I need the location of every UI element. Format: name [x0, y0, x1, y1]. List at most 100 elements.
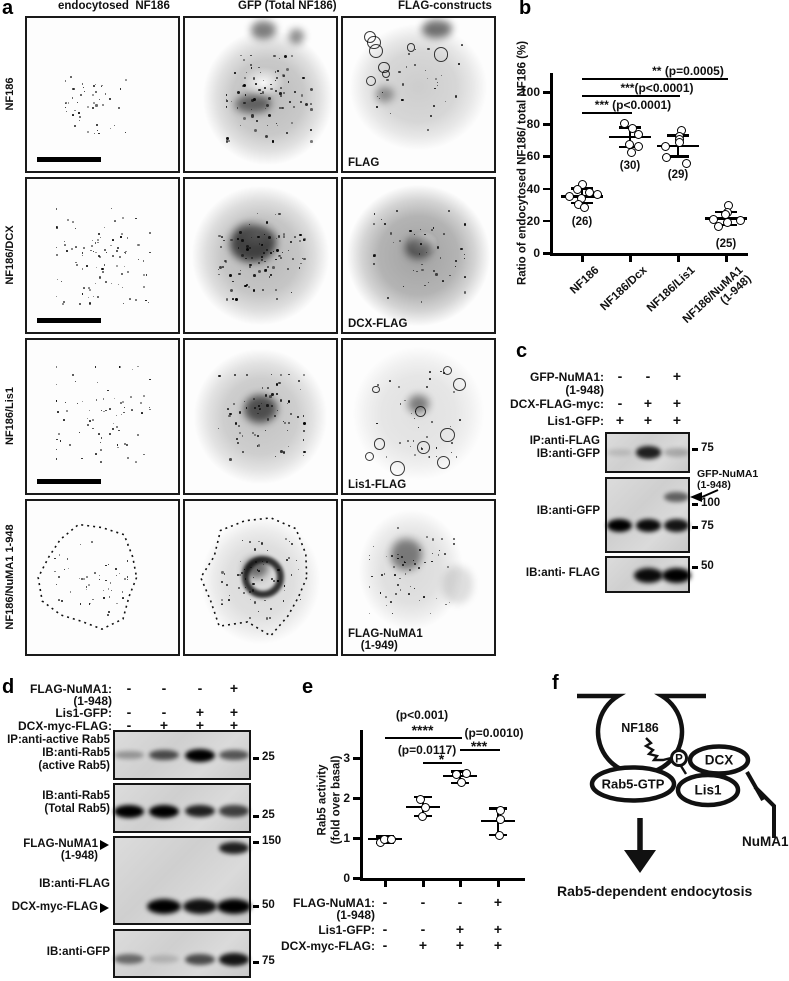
puncta: [286, 559, 289, 562]
data-point: [713, 222, 723, 232]
condition-value: +: [159, 717, 169, 733]
puncta: [252, 432, 255, 435]
puncta: [55, 366, 58, 368]
puncta: [289, 100, 292, 103]
puncta: [238, 586, 241, 589]
puncta: [79, 94, 82, 97]
condition-value: +: [195, 717, 205, 733]
puncta: [109, 432, 112, 435]
data-point: [494, 830, 504, 840]
puncta: [55, 401, 57, 403]
condition-value: +: [672, 395, 682, 411]
puncta: [291, 291, 293, 294]
mw-marker-tick: [692, 526, 698, 530]
puncta: [418, 599, 420, 601]
puncta: [424, 284, 426, 286]
puncta: [428, 377, 431, 380]
puncta: [121, 233, 123, 235]
puncta: [377, 383, 380, 386]
puncta: [97, 238, 100, 241]
puncta: [368, 586, 371, 588]
condition-value: -: [420, 894, 426, 910]
puncta: [258, 570, 261, 572]
condition-value: +: [672, 368, 682, 384]
puncta: [449, 274, 452, 277]
data-point: [564, 191, 574, 201]
puncta: [408, 53, 411, 56]
puncta: [80, 603, 82, 605]
puncta: [301, 257, 304, 260]
puncta: [280, 87, 283, 90]
puncta: [121, 286, 123, 288]
condition-value: -: [617, 395, 623, 411]
puncta: [250, 566, 253, 569]
puncta: [94, 572, 96, 574]
puncta: [113, 423, 115, 425]
puncta: [109, 98, 111, 100]
puncta: [258, 66, 260, 69]
data-point: [661, 152, 671, 162]
puncta: [432, 227, 434, 229]
blot-label: IP:anti-active Rab5: [7, 734, 110, 746]
puncta: [265, 221, 269, 224]
puncta: [260, 542, 264, 545]
panel-letter-f: f: [552, 672, 559, 694]
puncta: [256, 235, 260, 239]
puncta: [79, 543, 82, 546]
puncta: [265, 248, 269, 252]
puncta: [440, 370, 442, 373]
vesicle-ring: [406, 43, 416, 52]
phospho-circle: [670, 749, 688, 767]
puncta: [455, 265, 457, 267]
puncta: [81, 400, 83, 402]
puncta: [70, 248, 73, 251]
puncta: [437, 554, 440, 557]
wb-blot: [605, 432, 690, 473]
data-point: [660, 142, 670, 152]
puncta: [66, 557, 69, 560]
condition-sublabel: (1-948): [73, 694, 112, 708]
puncta: [137, 259, 139, 261]
cell-body: [358, 508, 464, 632]
puncta: [78, 119, 81, 122]
vesicle-ring: [417, 441, 431, 454]
puncta: [310, 128, 313, 131]
puncta: [232, 298, 234, 300]
puncta: [412, 440, 414, 442]
condition-value: +: [493, 937, 503, 953]
puncta: [302, 421, 306, 425]
puncta: [108, 563, 110, 565]
condition-label: GFP-NuMA1:: [530, 370, 604, 384]
mw-marker-tick: [253, 757, 259, 760]
data-point: [619, 119, 629, 129]
puncta: [75, 246, 78, 249]
puncta: [86, 588, 88, 590]
data-point: [451, 769, 461, 779]
condition-value: -: [126, 680, 132, 696]
puncta: [86, 106, 89, 109]
puncta: [274, 80, 276, 82]
puncta: [249, 266, 252, 269]
puncta: [438, 549, 440, 551]
puncta: [302, 257, 306, 261]
puncta: [279, 94, 282, 97]
puncta: [63, 419, 65, 422]
puncta: [82, 578, 85, 581]
puncta: [227, 408, 229, 410]
puncta: [249, 247, 251, 249]
column-header-flag: FLAG-constructs: [398, 0, 492, 12]
puncta: [123, 406, 126, 409]
puncta: [453, 538, 455, 541]
puncta: [278, 212, 281, 216]
dark-patch: [376, 86, 395, 103]
puncta: [251, 589, 255, 592]
puncta: [264, 86, 267, 89]
data-point: [708, 214, 718, 224]
puncta: [78, 112, 80, 114]
puncta: [274, 455, 277, 458]
puncta: [75, 264, 78, 267]
puncta: [87, 296, 89, 298]
row-label-nf186-dcx: NF186/DCX: [4, 225, 16, 285]
vesicle-ring: [367, 35, 382, 50]
puncta: [394, 574, 396, 576]
